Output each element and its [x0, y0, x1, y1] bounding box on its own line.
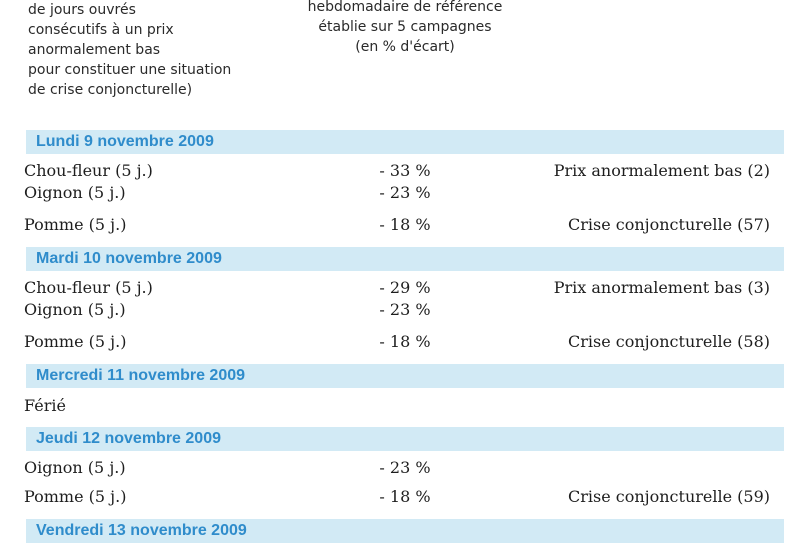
product-name: Oignon (5 j.) — [24, 183, 126, 202]
table-row: Oignon (5 j.) - 23 % — [0, 182, 800, 204]
header-gap-column: hebdomadaire de référence établie sur 5 … — [285, 0, 525, 57]
header-line: anormalement bas — [28, 42, 161, 58]
product-name: Pomme (5 j.) — [24, 215, 127, 234]
market-status: Crise conjoncturelle (58) — [567, 332, 770, 351]
product-name: Pomme (5 j.) — [24, 487, 127, 506]
price-gap: - 23 % — [379, 458, 431, 477]
table-row: Oignon (5 j.) - 23 % — [0, 299, 800, 321]
table-row: Oignon (5 j.) - 23 % — [0, 457, 800, 479]
day-header: Vendredi 13 novembre 2009 — [26, 519, 784, 543]
price-gap: - 29 % — [379, 278, 431, 297]
day-header: Jeudi 12 novembre 2009 — [26, 427, 784, 451]
price-gap: - 23 % — [379, 300, 431, 319]
table-row: Pomme (5 j.) - 18 % Crise conjoncturelle (… — [0, 214, 800, 236]
price-gap: - 23 % — [379, 183, 431, 202]
product-name: Oignon (5 j.) — [24, 458, 126, 477]
header-line: pour constituer une situation — [28, 62, 232, 78]
price-gap: - 18 % — [379, 332, 431, 351]
product-name: Chou-fleur (5 j.) — [24, 278, 153, 297]
market-status: Prix anormalement bas (2) — [553, 161, 770, 180]
price-gap: - 33 % — [379, 161, 431, 180]
price-gap: - 18 % — [379, 215, 431, 234]
market-status: Prix anormalement bas (3) — [553, 278, 770, 297]
day-header: Lundi 9 novembre 2009 — [26, 130, 784, 154]
header-line: établie sur 5 campagnes — [318, 19, 492, 35]
header-line: (en % d'écart) — [355, 39, 455, 55]
header-line: consécutifs à un prix — [28, 22, 174, 38]
market-status: Crise conjoncturelle (59) — [567, 487, 770, 506]
product-name: Oignon (5 j.) — [24, 300, 126, 319]
table-row: Pomme (5 j.) - 18 % Crise conjoncturelle (… — [0, 331, 800, 353]
header-line: hebdomadaire de référence — [307, 0, 503, 15]
product-name: Chou-fleur (5 j.) — [24, 161, 153, 180]
day-header: Mardi 10 novembre 2009 — [26, 247, 784, 271]
holiday-note: Férié — [24, 396, 66, 415]
header-line: de jours ouvrés — [28, 2, 136, 18]
header-criteria-column: de jours ouvrés consécutifs à un prix an… — [28, 0, 231, 100]
day-header: Mercredi 11 novembre 2009 — [26, 364, 784, 388]
price-gap: - 18 % — [379, 487, 431, 506]
table-row: Chou-fleur (5 j.) - 29 % Prix anormalement… — [0, 277, 800, 299]
product-name: Pomme (5 j.) — [24, 332, 127, 351]
header-line: de crise conjoncturelle) — [28, 82, 193, 98]
table-row: Chou-fleur (5 j.) - 33 % Prix anormalement… — [0, 160, 800, 182]
table-row: Pomme (5 j.) - 18 % Crise conjoncturelle (… — [0, 486, 800, 508]
market-status: Crise conjoncturelle (57) — [567, 215, 770, 234]
